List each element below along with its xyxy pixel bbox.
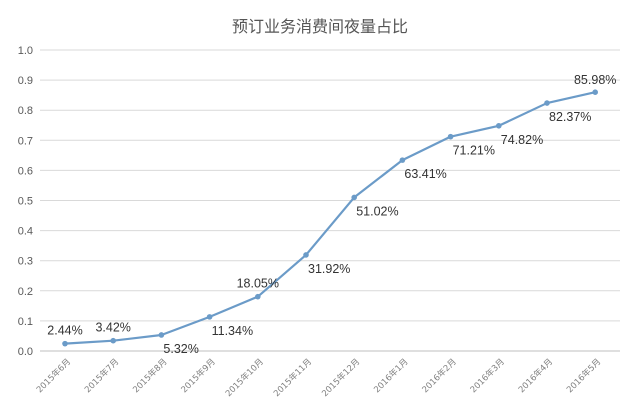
data-label: 2.44% [47,324,82,338]
x-tick-label: 2016年4月 [516,356,555,395]
x-tick-label: 2015年9月 [179,356,218,395]
chart-title: 预订业务消费间夜量占比 [232,17,408,36]
x-tick-label: 2015年8月 [131,356,170,395]
y-tick-label: 0.5 [18,196,33,208]
data-label: 5.32% [163,342,198,356]
data-label: 82.37% [549,110,591,124]
data-label: 18.05% [237,277,279,291]
data-labels: 2.44% 3.42% 5.32% 11.34% 18.05% 31.92% 51.02% 6… [47,73,616,356]
data-point [351,194,358,201]
y-tick-label: 1.0 [18,45,33,57]
y-tick-label: 0.4 [18,226,33,238]
y-tick-label: 0.6 [18,165,33,177]
y-tick-label: 0.2 [18,286,33,298]
y-tick-label: 0.3 [18,256,33,268]
x-tick-label: 2015年10月 [223,356,266,399]
data-point [399,157,406,163]
data-point [110,337,116,344]
data-point [544,100,550,106]
data-point [496,122,502,129]
x-tick-label: 2015年11月 [271,356,314,399]
x-axis-ticks: 2015年6月 2015年7月 2015年8月 2015年9月 2015年10月 2015… [34,356,603,399]
data-label: 3.42% [95,321,130,335]
data-label: 74.82% [501,133,543,147]
data-point [62,340,68,347]
y-axis-ticks: 0.0 0.1 0.2 0.3 0.4 0.5 0.6 0.7 0.8 0.9 1.0 [18,45,33,358]
x-tick-label: 2015年6月 [34,356,73,395]
data-point [254,293,261,300]
x-tick-label: 2016年5月 [564,356,603,395]
data-point [592,89,598,96]
data-label: 71.21% [453,144,495,158]
x-tick-label: 2016年1月 [372,356,411,395]
data-label: 51.02% [356,204,398,218]
x-tick-label: 2015年12月 [320,356,363,399]
data-label: 85.98% [574,73,616,87]
data-label: 11.34% [212,324,253,338]
data-point [158,332,165,338]
data-point [206,314,213,320]
data-label: 63.41% [404,167,446,181]
x-tick-label: 2015年7月 [82,356,121,395]
y-tick-label: 0.1 [18,316,33,328]
data-point [303,252,309,258]
y-tick-label: 0.0 [18,346,33,358]
series-line [64,91,596,345]
series-share [62,89,598,347]
x-tick-label: 2016年2月 [420,356,459,395]
x-tick-label: 2016年3月 [468,356,507,395]
data-point [447,133,454,140]
data-label: 31.92% [308,262,350,276]
gridlines [40,49,620,352]
y-tick-label: 0.7 [18,135,33,147]
y-tick-label: 0.8 [18,105,33,117]
y-tick-label: 0.9 [18,75,33,87]
